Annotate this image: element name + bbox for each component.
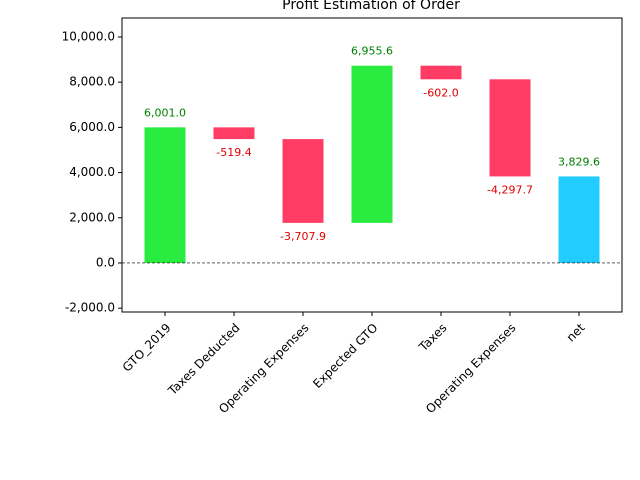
bar xyxy=(420,65,462,80)
x-tick-label: GTO_2019 xyxy=(120,321,174,375)
y-tick-label: 2,000.0 xyxy=(69,210,115,224)
y-tick-label: 4,000.0 xyxy=(69,165,115,179)
y-tick-label: 10,000.0 xyxy=(62,29,115,43)
bar xyxy=(489,79,531,177)
y-tick-label: -2,000.0 xyxy=(65,301,115,315)
value-label: 3,829.6 xyxy=(558,155,600,168)
y-tick-label: 0.0 xyxy=(96,255,115,269)
value-label: -519.4 xyxy=(216,146,251,159)
x-tick-label: Taxes xyxy=(416,321,450,355)
chart-title: Profit Estimation of Order xyxy=(282,0,460,13)
x-tick-label: net xyxy=(564,320,588,344)
y-tick-label: 8,000.0 xyxy=(69,75,115,89)
bar xyxy=(144,127,186,263)
bar xyxy=(558,176,600,263)
y-tick-label: 6,000.0 xyxy=(69,120,115,134)
bar xyxy=(351,65,393,223)
value-label: -4,297.7 xyxy=(487,183,533,196)
x-tick-label: Taxes Deducted xyxy=(165,321,243,399)
plot-frame xyxy=(121,17,623,313)
value-label: -3,707.9 xyxy=(280,230,326,243)
bar xyxy=(213,127,255,140)
value-label: -602.0 xyxy=(423,86,458,99)
x-tick-label: Expected GTO xyxy=(310,321,380,391)
value-label: 6,955.6 xyxy=(351,45,393,58)
value-label: 6,001.0 xyxy=(144,106,186,119)
bar xyxy=(282,139,324,223)
